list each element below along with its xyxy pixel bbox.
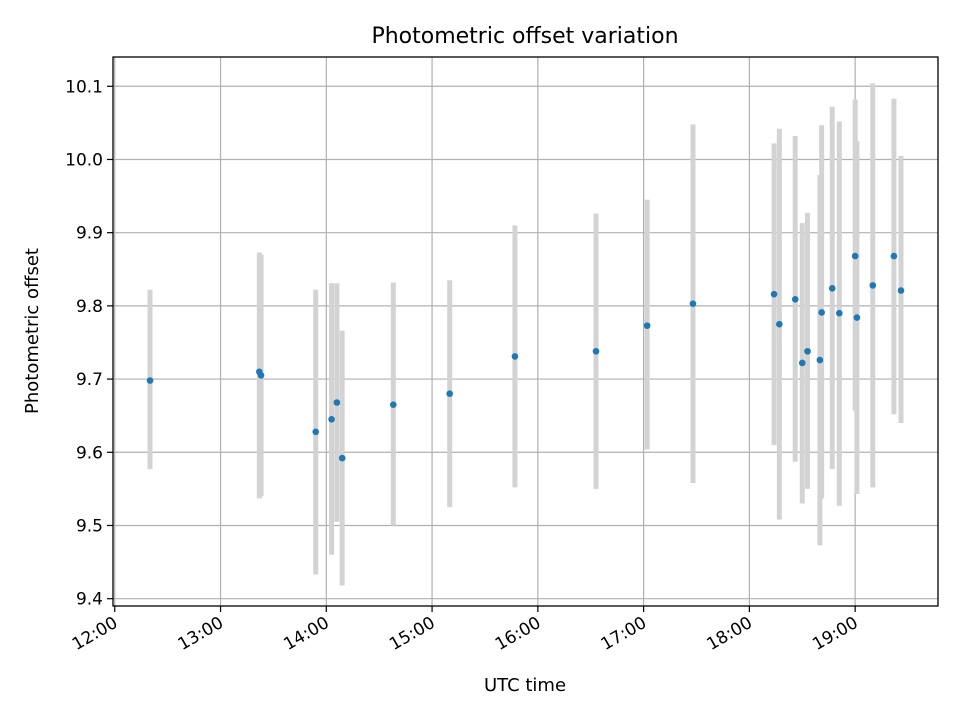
data-point [328, 416, 335, 423]
data-point [776, 320, 783, 328]
data-point [592, 347, 600, 355]
data-point [851, 252, 859, 260]
data-point [804, 347, 811, 355]
y-axis-ticks: 9.4 9.5 9.6 9.7 9.8 9.9 10.0 10.1 [65, 77, 113, 610]
data-point [853, 314, 861, 321]
y-tick-label: 9.9 [76, 224, 103, 244]
y-tick-label: 9.5 [76, 516, 103, 536]
data-point [828, 285, 836, 292]
data-point [869, 282, 877, 289]
data-point [835, 309, 843, 317]
y-tick-label: 9.4 [76, 590, 103, 610]
data-point [818, 309, 825, 316]
data-point [897, 287, 905, 294]
data-point [146, 377, 154, 384]
data-point [890, 252, 898, 260]
y-axis-label: Photometric offset [22, 248, 43, 414]
data-point [511, 353, 519, 360]
data-point [816, 356, 824, 364]
data-point [643, 322, 651, 329]
data-point [257, 372, 265, 379]
data-point [798, 359, 806, 367]
data-point [791, 295, 799, 303]
data-point [389, 401, 397, 409]
data-point [333, 399, 341, 406]
data-point [446, 390, 453, 398]
data-point [338, 454, 346, 462]
x-axis-label: UTC time [484, 675, 566, 696]
y-tick-label: 10.1 [65, 77, 103, 97]
data-point [312, 428, 320, 436]
data-point [689, 300, 697, 307]
y-tick-label: 9.6 [76, 443, 103, 463]
plot-frame [112, 56, 939, 607]
y-tick-label: 9.7 [76, 370, 103, 390]
data-points [146, 252, 905, 462]
y-tick-label: 9.8 [76, 297, 103, 317]
y-tick-label: 10.0 [65, 150, 103, 170]
data-point [770, 290, 778, 298]
chart-title: Photometric offset variation [371, 24, 678, 49]
